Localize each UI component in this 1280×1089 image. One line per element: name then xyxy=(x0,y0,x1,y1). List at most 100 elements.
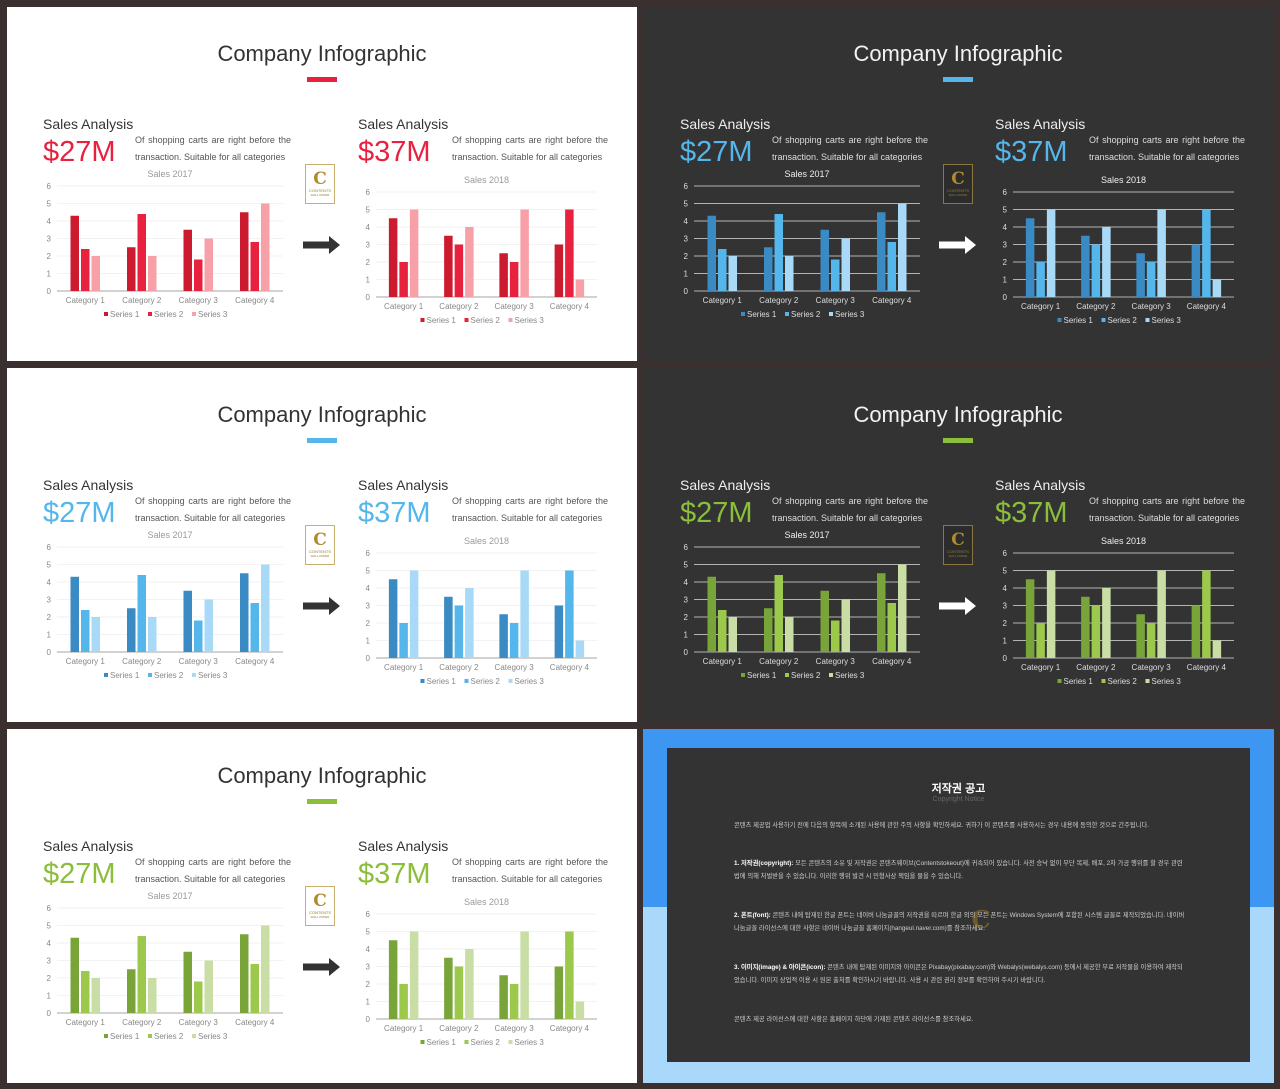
y-tick-label: 0 xyxy=(1003,654,1008,663)
slide-1: Company Infographic Sales Analysis $27M … xyxy=(7,7,637,361)
bar xyxy=(183,590,192,652)
chart-title: Sales 2018 xyxy=(464,175,509,185)
y-tick-label: 5 xyxy=(366,928,371,937)
bar xyxy=(509,984,519,1019)
description-text: Of shopping carts are right before the t… xyxy=(452,135,608,162)
bar xyxy=(204,599,213,652)
y-tick-label: 5 xyxy=(47,200,52,209)
y-tick-label: 2 xyxy=(47,974,52,983)
x-tick-label: Category 2 xyxy=(122,657,162,666)
y-tick-label: 0 xyxy=(684,287,689,296)
bar xyxy=(454,966,464,1019)
sales-value-2017: $27M xyxy=(680,136,753,168)
x-tick-label: Category 4 xyxy=(235,657,275,666)
legend-swatch xyxy=(508,679,513,683)
y-tick-label: 1 xyxy=(366,276,371,285)
y-tick-label: 1 xyxy=(366,637,371,646)
description-text: Of shopping carts are right before the t… xyxy=(135,496,291,523)
x-tick-label: Category 4 xyxy=(550,663,590,672)
legend-swatch xyxy=(785,312,789,316)
slide-title: Company Infographic xyxy=(853,402,1063,427)
contents-logo: C CONTENTS WALL PAPER xyxy=(943,525,973,565)
legend-swatch xyxy=(420,318,425,322)
legend-label: Series 3 xyxy=(1152,316,1182,325)
x-tick-label: Category 4 xyxy=(235,1018,275,1027)
bar xyxy=(1146,262,1156,297)
sales-chart-2017: Sales 2017 0 1 2 3 4 5 6 Category 1 Category 2 Cat… xyxy=(684,530,920,680)
y-tick-label: 0 xyxy=(1003,293,1008,302)
bar xyxy=(250,603,259,652)
bar xyxy=(148,617,157,652)
y-tick-label: 0 xyxy=(366,654,371,663)
sales-analysis-label: Sales Analysis xyxy=(995,477,1086,493)
bar xyxy=(1146,623,1156,658)
copyright-panel: 저작권 공고 Copyright Notice 콘텐츠 제공업 사용하기 전에 … xyxy=(667,748,1250,1062)
copyright-section-2: 2. 폰트(font): 콘텐츠 내에 탑재된 한글 폰트는 네이버 나눔글꼴의… xyxy=(734,910,1186,936)
bar xyxy=(718,249,727,291)
description-text: Of shopping carts are right before the t… xyxy=(452,496,608,523)
legend-swatch xyxy=(1101,318,1106,322)
bar xyxy=(1136,614,1145,658)
bar xyxy=(465,588,474,658)
y-tick-label: 4 xyxy=(1003,223,1008,232)
logo-line-2: WALL PAPER xyxy=(310,915,330,919)
legend-swatch xyxy=(508,1040,513,1044)
x-tick-label: Category 4 xyxy=(1187,663,1227,672)
logo-letter: C xyxy=(313,891,327,911)
legend-label: Series 2 xyxy=(471,677,501,686)
legend-swatch xyxy=(192,312,196,316)
legend-label: Series 3 xyxy=(198,310,228,319)
x-tick-label: Category 4 xyxy=(235,296,275,305)
legend-swatch xyxy=(741,673,745,677)
section-1-heading: 1. 저작권(copyright): xyxy=(734,860,794,867)
x-tick-label: Category 1 xyxy=(384,663,424,672)
bar xyxy=(707,576,716,652)
legend-swatch xyxy=(104,673,108,677)
bar xyxy=(728,617,737,652)
logo-line-2: WALL PAPER xyxy=(310,554,330,558)
bar xyxy=(1102,227,1111,297)
y-tick-label: 1 xyxy=(47,270,52,279)
bar xyxy=(509,262,519,297)
y-tick-label: 5 xyxy=(1003,567,1008,576)
bar xyxy=(409,209,419,297)
y-tick-label: 6 xyxy=(366,549,371,558)
legend-label: Series 2 xyxy=(791,671,821,680)
bar xyxy=(91,617,100,652)
bar xyxy=(240,934,249,1013)
bar xyxy=(554,966,564,1019)
bar xyxy=(183,951,192,1013)
bar xyxy=(81,249,90,291)
y-tick-label: 0 xyxy=(366,293,371,302)
legend-swatch xyxy=(508,318,513,322)
bar xyxy=(1136,253,1145,297)
bar xyxy=(1102,588,1111,658)
bar xyxy=(388,218,398,297)
legend-label: Series 2 xyxy=(471,316,501,325)
bar xyxy=(409,931,419,1019)
bar xyxy=(509,623,519,658)
y-tick-label: 2 xyxy=(366,619,371,628)
bar xyxy=(1081,596,1090,658)
contents-logo: C CONTENTS WALL PAPER xyxy=(305,886,335,926)
x-tick-label: Category 3 xyxy=(816,657,856,666)
sales-value-2018: $37M xyxy=(995,136,1068,168)
y-tick-label: 1 xyxy=(684,631,689,640)
y-tick-label: 4 xyxy=(366,223,371,232)
bar xyxy=(399,984,408,1019)
legend-label: Series 3 xyxy=(515,316,545,325)
sales-chart-2018: Sales 2018 0 1 2 3 4 5 6 Category 1 Category 2 Cat… xyxy=(366,897,597,1047)
arrow-right-icon xyxy=(303,236,340,254)
legend-label: Series 1 xyxy=(110,310,140,319)
bar xyxy=(554,244,564,297)
legend-label: Series 3 xyxy=(835,671,865,680)
legend-swatch xyxy=(148,1034,152,1038)
bar xyxy=(127,969,136,1013)
x-tick-label: Category 2 xyxy=(439,302,479,311)
sales-value-2018: $37M xyxy=(358,136,431,168)
bar xyxy=(1046,570,1056,658)
slide-4: Company Infographic Sales Analysis $27M … xyxy=(643,368,1273,722)
bar xyxy=(250,964,259,1013)
bar xyxy=(1202,570,1211,658)
y-tick-label: 3 xyxy=(47,235,52,244)
